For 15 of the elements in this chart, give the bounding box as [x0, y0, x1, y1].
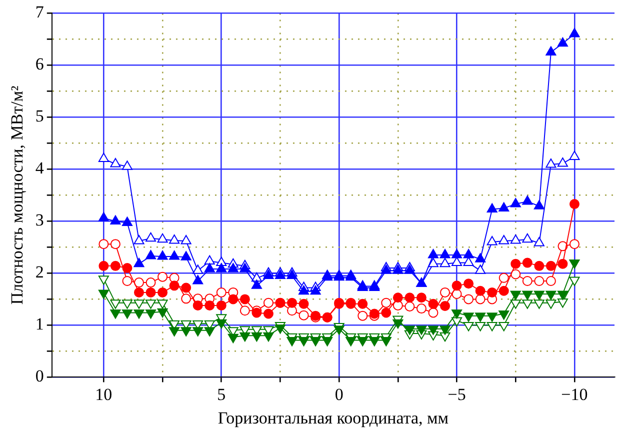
y-tick-label: 3 [35, 210, 44, 230]
x-axis-title: Горизонтальная координата, мм [218, 408, 449, 428]
x-tick-label: 0 [334, 384, 344, 404]
y-tick-label: 7 [35, 2, 44, 22]
y-tick-label: 6 [35, 54, 44, 74]
y-tick-label: 5 [35, 106, 44, 126]
x-tick-label: −10 [561, 384, 588, 404]
y-tick-label: 0 [35, 366, 44, 386]
y-tick-label: 1 [35, 314, 44, 334]
y-tick-label: 4 [35, 158, 44, 178]
x-tick-label: 10 [95, 384, 112, 404]
x-tick-label: −5 [448, 384, 466, 404]
y-axis-title: Плотность мощности, МВт/м² [8, 86, 27, 305]
y-tick-label: 2 [35, 262, 44, 282]
x-tick-label: 5 [217, 384, 226, 404]
